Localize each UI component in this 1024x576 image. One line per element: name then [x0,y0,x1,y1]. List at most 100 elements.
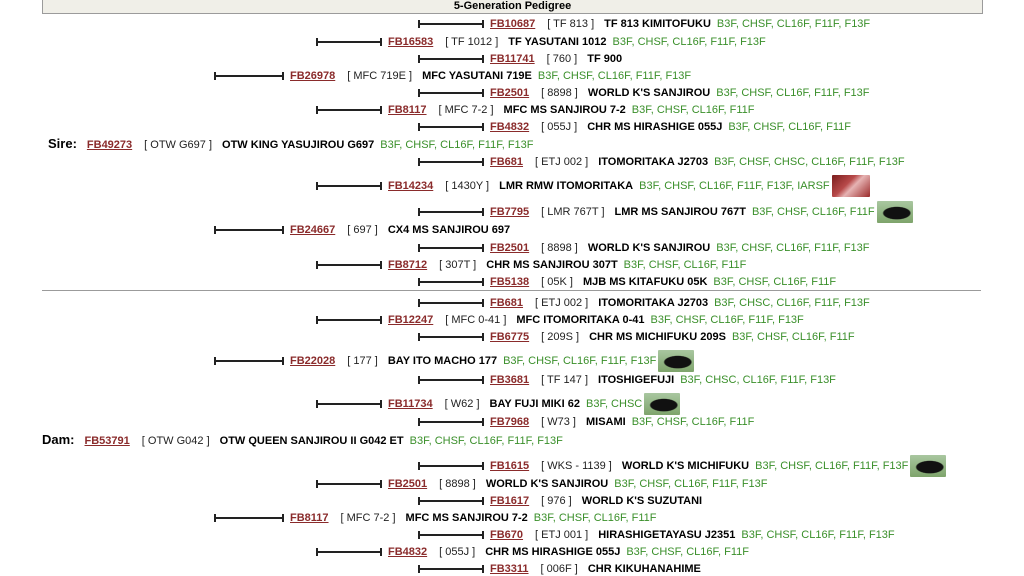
genetic-status: B3F, CHSC, CL16F, F11F, F13F [714,297,870,309]
registration-link[interactable]: FB4832 [490,121,530,133]
registration-link[interactable]: FB2501 [490,242,530,254]
registration-link[interactable]: FB26978 [290,70,336,82]
registration-link[interactable]: FB4832 [388,546,428,558]
pedigree-connector [418,565,484,574]
genetic-status: B3F, CHSF, CL16F, F11F [731,331,855,343]
registration-link[interactable]: FB10687 [490,18,536,30]
genetic-status: B3F, CHSF, CL16F, F11F, F13F [755,459,909,472]
registration-link[interactable]: FB1615 [490,459,530,472]
animal-name: WORLD K'S SANJIROU [587,242,711,254]
registration-link[interactable]: FB12247 [388,314,434,326]
dam-row: Dam: FB53791 [ OTW G042 ] OTW QUEEN SANJIRO… [42,432,563,448]
pedigree-row: FB22028 [ 177 ] BAY ITO MACHO 177 B3F, CHSF… [214,350,695,372]
registration-link[interactable]: FB1617 [490,495,530,507]
pedigree-connector [418,278,484,287]
pedigree-row: FB2501 [ 8898 ] WORLD K'S SANJIROU B3F, CHS… [418,241,870,255]
herd-tag: [ 8898 ] [439,478,476,490]
registration-link[interactable]: FB6775 [490,331,530,343]
genetic-status: B3F, CHSF, CL16F, F11F, F13F [716,242,870,254]
genetic-status: B3F, CHSF, CL16F, F11F, F13F [503,354,657,367]
genetic-status: B3F, CHSF, CL16F, F11F, F13F [409,435,563,447]
pedigree-row: FB681 [ ETJ 002 ] ITOMORITAKA J2703 B3F, CH… [418,155,905,169]
pedigree-row: FB681 [ ETJ 002 ] ITOMORITAKA J2703 B3F, CH… [418,296,870,310]
registration-link[interactable]: FB11741 [490,53,535,65]
animal-photo[interactable] [644,393,681,415]
pedigree-connector [316,106,382,115]
pedigree-row: FB24667 [ 697 ] CX4 MS SANJIROU 697 [214,223,516,237]
herd-tag: [ 209S ] [541,331,580,343]
genetic-status: B3F, CHSF, CL16F, F11F, F13F [716,87,870,99]
pedigree-row: FB4832 [ 055J ] CHR MS HIRASHIGE 055J B3F, … [418,120,851,134]
registration-link[interactable]: FB5138 [490,276,530,288]
registration-link[interactable]: FB22028 [290,354,336,367]
animal-name: CHR MS HIRASHIGE 055J [587,121,723,133]
pedigree-row: FB1615 [ WKS - 1139 ] WORLD K'S MICHIFUKU B… [418,455,947,477]
pedigree-row: FB5138 [ 05K ] MJB MS KITAFUKU 05K B3F, CHS… [418,275,836,289]
pedigree-row: FB8117 [ MFC 7-2 ] MFC MS SANJIROU 7-2 B3F,… [214,511,656,525]
animal-name: MFC ITOMORITAKA 0-41 [516,314,645,326]
pedigree-connector [418,123,484,132]
pedigree-connector [418,497,484,506]
marbling-photo[interactable] [831,175,870,197]
pedigree-connector [316,182,382,190]
registration-link[interactable]: FB670 [490,529,524,541]
registration-link[interactable]: FB8117 [388,104,427,116]
pedigree-connector [418,376,484,385]
pedigree-connector [316,261,382,270]
pedigree-row: FB3311 [ 006F ] CHR KIKUHANAHIME [418,562,707,576]
genetic-status: B3F, CHSF, CL16F, F11F [623,259,747,271]
pedigree-row: FB7795 [ LMR 767T ] LMR MS SANJIROU 767T B3… [418,201,913,223]
herd-tag: [ OTW G042 ] [141,435,210,447]
genetic-status: B3F, CHSF, CL16F, F11F [626,546,749,558]
genetic-status: B3F, CHSF, CL16F, F11F, F13F [612,36,766,48]
animal-photo[interactable] [910,455,947,477]
registration-link[interactable]: FB11734 [388,397,433,410]
pedigree-row: FB8712 [ 307T ] CHR MS SANJIROU 307T B3F, C… [316,258,746,272]
registration-link[interactable]: FB3681 [490,374,530,386]
herd-tag: [ MFC 7-2 ] [438,104,494,116]
herd-tag: [ 976 ] [541,495,572,507]
registration-link[interactable]: FB2501 [388,478,428,490]
genetic-status: B3F, CHSC, CL16F, F11F, F13F [680,374,836,386]
genetic-status: B3F, CHSF, CL16F, F11F, F13F, IARSF [639,179,830,192]
animal-name: MISAMI [585,416,626,428]
animal-name: TF 813 KIMITOFUKU [604,18,711,30]
animal-name: OTW QUEEN SANJIROU II G042 ET [219,435,404,447]
pedigree-row: FB2501 [ 8898 ] WORLD K'S SANJIROU B3F, CHS… [418,86,870,100]
registration-link[interactable]: FB24667 [290,224,336,236]
pedigree-connector [418,333,484,342]
registration-link[interactable]: FB3311 [490,563,529,575]
registration-link[interactable]: FB7968 [490,416,530,428]
genetic-status: B3F, CHSF, CL16F, F11F, F13F [741,529,895,541]
animal-name: WORLD K'S SUZUTANI [581,495,703,507]
animal-photo[interactable] [876,201,913,223]
pedigree-row: FB7968 [ W73 ] MISAMI B3F, CHSF, CL16F, F11… [418,415,754,429]
herd-tag: [ W62 ] [444,397,480,410]
registration-link[interactable]: FB681 [490,297,524,309]
herd-tag: [ 006F ] [540,563,578,575]
registration-link[interactable]: FB49273 [86,139,133,151]
registration-link[interactable]: FB8117 [290,512,329,524]
pedigree-connector [418,462,484,470]
genetic-status: B3F, CHSF, CHSC, CL16F, F11F, F13F [714,156,905,168]
herd-tag: [ 05K ] [541,276,573,288]
animal-photo[interactable] [658,350,695,372]
animal-name: CHR KIKUHANAHIME [587,563,701,575]
registration-link[interactable]: FB8712 [388,259,428,271]
registration-link[interactable]: FB53791 [84,435,130,447]
animal-name: OTW KING YASUJIROU G697 [222,139,375,151]
pedigree-row: FB10687 [ TF 813 ] TF 813 KIMITOFUKU B3F, C… [418,17,870,31]
herd-tag: [ MFC 0-41 ] [445,314,507,326]
registration-link[interactable]: FB681 [490,156,524,168]
registration-link[interactable]: FB14234 [388,179,434,192]
animal-name: ITOMORITAKA J2703 [598,156,709,168]
dam-label: Dam: [42,432,75,447]
registration-link[interactable]: FB7795 [490,205,530,218]
registration-link[interactable]: FB2501 [490,87,530,99]
animal-name: CHR MS HIRASHIGE 055J [485,546,621,558]
registration-link[interactable]: FB16583 [388,36,434,48]
genetic-status: B3F, CHSF, CL16F, F11F, F13F [614,478,768,490]
herd-tag: [ W73 ] [541,416,576,428]
genetic-status: B3F, CHSF, CL16F, F11F, F13F [537,70,692,82]
pedigree-connector [316,480,382,489]
